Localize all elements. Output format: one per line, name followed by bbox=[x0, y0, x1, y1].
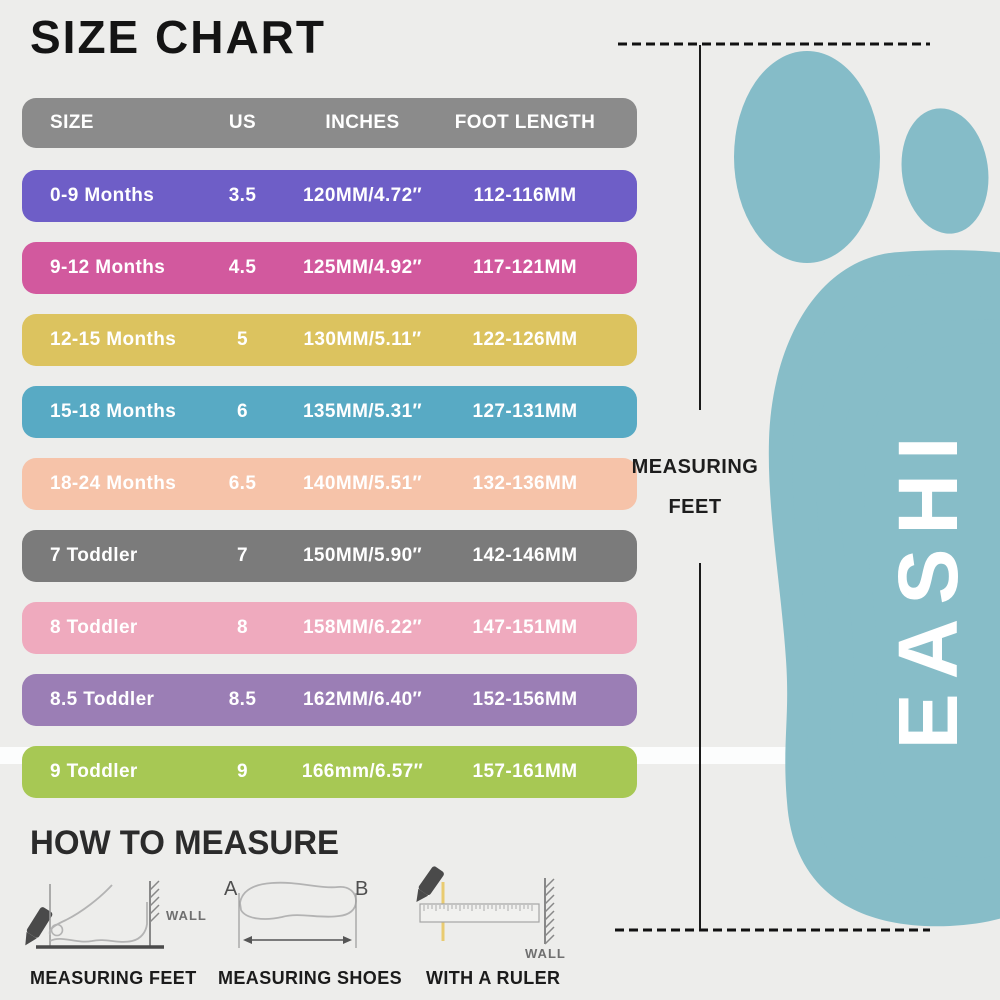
table-row: 8 Toddler 8 158MM/6.22″ 147-151MM bbox=[22, 602, 637, 654]
cell-size: 0-9 Months bbox=[50, 185, 155, 206]
header-inches: INCHES bbox=[325, 112, 400, 133]
wall-label-feet: WALL bbox=[166, 908, 207, 923]
cell-foot_length: 132-136MM bbox=[472, 473, 578, 494]
cell-us: 8.5 bbox=[228, 689, 257, 710]
cell-us: 6 bbox=[237, 401, 248, 422]
header-size: SIZE bbox=[50, 112, 94, 133]
table-row: 0-9 Months 3.5 120MM/4.72″ 112-116MM bbox=[22, 170, 637, 222]
measuring-feet-line1: MEASURING bbox=[631, 456, 759, 478]
page-title: SIZE CHART bbox=[30, 11, 326, 63]
cell-foot_length: 122-126MM bbox=[472, 329, 578, 350]
cell-inches: 158MM/6.22″ bbox=[302, 617, 423, 638]
cell-inches: 130MM/5.11″ bbox=[303, 329, 422, 350]
big-toe bbox=[734, 51, 880, 263]
cell-size: 15-18 Months bbox=[50, 401, 177, 422]
diagram-with-a-ruler bbox=[416, 866, 555, 945]
measuring-diagrams bbox=[25, 866, 555, 949]
cell-us: 4.5 bbox=[228, 257, 257, 278]
diagram-measuring-shoes bbox=[238, 881, 357, 948]
table-row: 18-24 Months 6.5 140MM/5.51″ 132-136MM bbox=[22, 458, 637, 510]
table-row: 15-18 Months 6 135MM/5.31″ 127-131MM bbox=[22, 386, 637, 438]
table-row: 9 Toddler 9 166mm/6.57″ 157-161MM bbox=[22, 746, 637, 798]
point-a-label: A bbox=[224, 878, 238, 900]
cell-us: 9 bbox=[237, 761, 248, 782]
wall-hatching bbox=[544, 878, 555, 945]
cell-foot_length: 157-161MM bbox=[472, 761, 578, 782]
diagram-measuring-feet bbox=[25, 880, 164, 949]
table-row: 9-12 Months 4.5 125MM/4.92″ 117-121MM bbox=[22, 242, 637, 294]
point-b-label: B bbox=[355, 878, 369, 900]
table-row: 8.5 Toddler 8.5 162MM/6.40″ 152-156MM bbox=[22, 674, 637, 726]
size-chart-table: SIZE US INCHES FOOT LENGTH 0-9 Months 3.5… bbox=[22, 98, 637, 798]
wall-hatching bbox=[149, 880, 160, 923]
cell-inches: 120MM/4.72″ bbox=[302, 185, 423, 206]
pencil-icon bbox=[416, 866, 444, 903]
table-row: 7 Toddler 7 150MM/5.90″ 142-146MM bbox=[22, 530, 637, 582]
cell-size: 8 Toddler bbox=[50, 617, 138, 638]
how-to-measure-title: HOW TO MEASURE bbox=[30, 824, 340, 862]
cell-foot_length: 152-156MM bbox=[472, 689, 578, 710]
cell-size: 12-15 Months bbox=[50, 329, 177, 350]
header-foot-length: FOOT LENGTH bbox=[454, 112, 596, 133]
table-header-row: SIZE US INCHES FOOT LENGTH bbox=[22, 98, 637, 148]
cell-size: 8.5 Toddler bbox=[50, 689, 155, 710]
cell-inches: 135MM/5.31″ bbox=[302, 401, 423, 422]
caption-measuring-shoes: MEASURING SHOES bbox=[218, 968, 403, 988]
measuring-feet-line2: FEET bbox=[668, 496, 722, 518]
cell-inches: 166mm/6.57″ bbox=[301, 761, 424, 782]
ruler-icon bbox=[419, 903, 540, 923]
cell-inches: 125MM/4.92″ bbox=[302, 257, 423, 278]
pencil-icon bbox=[25, 907, 53, 946]
small-toe bbox=[901, 108, 989, 234]
caption-with-a-ruler: WITH A RULER bbox=[426, 968, 561, 988]
header-us: US bbox=[228, 112, 257, 133]
cell-inches: 140MM/5.51″ bbox=[302, 473, 423, 494]
ruler-ticks bbox=[423, 905, 533, 911]
cell-size: 9 Toddler bbox=[50, 761, 138, 782]
cell-foot_length: 117-121MM bbox=[473, 257, 577, 278]
cell-us: 3.5 bbox=[228, 185, 257, 206]
brand-text: EASHI bbox=[881, 423, 975, 750]
cell-size: 9-12 Months bbox=[50, 257, 166, 278]
cell-us: 8 bbox=[237, 617, 248, 638]
cell-us: 7 bbox=[237, 545, 248, 566]
wall-label-ruler: WALL bbox=[525, 946, 566, 961]
cell-foot_length: 127-131MM bbox=[472, 401, 578, 422]
measuring-feet-label: MEASURING FEET bbox=[605, 447, 785, 527]
cell-inches: 162MM/6.40″ bbox=[302, 689, 423, 710]
cell-size: 18-24 Months bbox=[50, 473, 177, 494]
cell-us: 5 bbox=[237, 329, 248, 350]
footprint-illustration: EASHI bbox=[615, 42, 1000, 932]
caption-measuring-feet: MEASURING FEET bbox=[30, 968, 197, 988]
cell-foot_length: 112-116MM bbox=[473, 185, 577, 206]
table-body: 0-9 Months 3.5 120MM/4.72″ 112-116MM 9-12 Mo… bbox=[22, 170, 637, 798]
cell-foot_length: 142-146MM bbox=[472, 545, 578, 566]
table-row: 12-15 Months 5 130MM/5.11″ 122-126MM bbox=[22, 314, 637, 366]
cell-inches: 150MM/5.90″ bbox=[302, 545, 423, 566]
cell-us: 6.5 bbox=[228, 473, 257, 494]
cell-foot_length: 147-151MM bbox=[472, 617, 578, 638]
cell-size: 7 Toddler bbox=[50, 545, 138, 566]
